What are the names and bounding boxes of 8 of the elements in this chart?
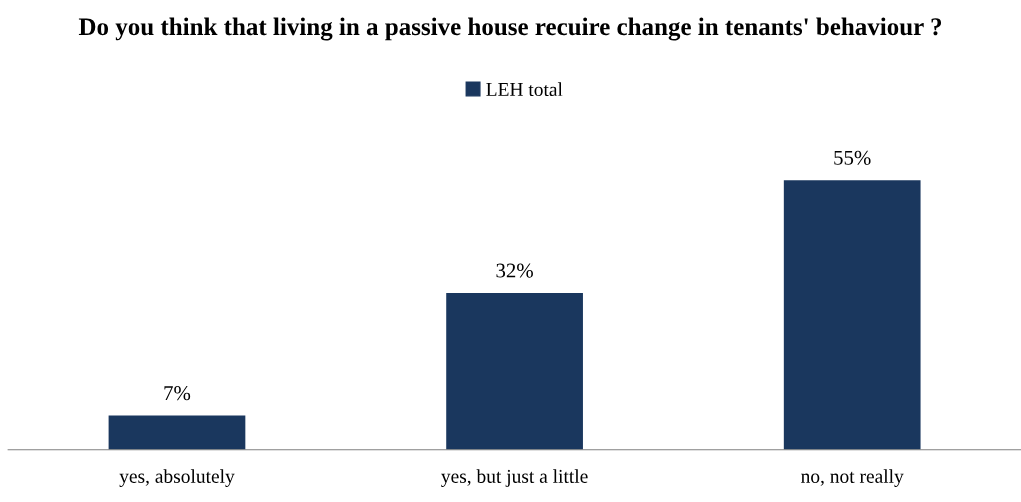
x-tick-label: yes, absolutely: [119, 469, 235, 487]
data-label: 7%: [164, 386, 191, 401]
data-label: 55%: [834, 150, 871, 165]
chart-title: Do you think that living in a passive house recuire change in tenants' behaviour ?: [78, 17, 942, 41]
x-tick-label: no, not really: [801, 469, 904, 487]
x-tick-label: yes, but just a little: [441, 469, 588, 487]
data-label: 32%: [496, 263, 533, 278]
legend-label: LEH total: [486, 82, 563, 97]
